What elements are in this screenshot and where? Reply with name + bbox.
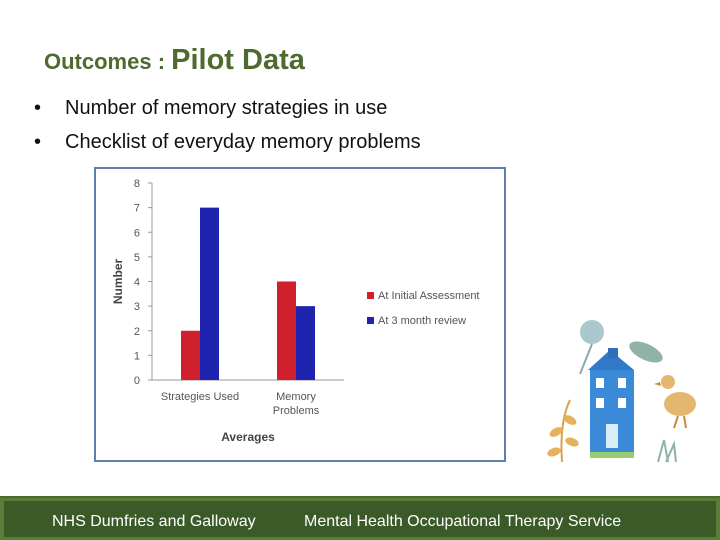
bullet-item: • Checklist of everyday memory problems: [34, 128, 421, 162]
y-tick-label: 5: [134, 252, 140, 264]
legend-label: At 3 month review: [378, 315, 466, 327]
grass-icon: [657, 439, 677, 463]
bullet-text: Number of memory strategies in use: [65, 97, 388, 119]
x-tick-label: Memory: [276, 391, 316, 403]
slide-title-main: Pilot Data: [171, 44, 305, 76]
y-tick-label: 8: [134, 178, 140, 190]
chart-frame: 0 1 2 3 4 5 6 7 8 Number Strategies Used Memory Prob…: [94, 167, 506, 462]
y-tick-label: 2: [134, 326, 140, 338]
bullet-text: Checklist of everyday memory problems: [65, 131, 421, 153]
bullet-item: • Number of memory strategies in use: [34, 94, 421, 128]
x-tick-label: Strategies Used: [161, 391, 239, 403]
bar-review-0: [200, 207, 219, 380]
bar-chart: 0 1 2 3 4 5 6 7 8 Number Strategies Used Memory Prob…: [111, 178, 480, 444]
bullet-symbol: •: [34, 97, 42, 119]
y-tick-label: 7: [134, 203, 140, 215]
plant-icon: [547, 399, 579, 463]
house-bird-illustration: [547, 320, 696, 463]
bar-review-1: [296, 306, 315, 380]
bullet-symbol: •: [34, 131, 42, 153]
bar-initial-1: [277, 281, 296, 380]
leaf-icon: [629, 341, 663, 363]
footer-service: Mental Health Occupational Therapy Servi…: [304, 513, 622, 530]
tree-icon: [580, 320, 604, 344]
footer-inner: NHS Dumfries and Galloway Mental Health …: [4, 501, 716, 537]
slide-title-prefix: Outcomes :: [44, 49, 172, 74]
bar-initial-0: [181, 330, 200, 380]
x-tick-label: Problems: [273, 405, 320, 417]
y-tick-label: 6: [134, 227, 140, 239]
y-tick-label: 3: [134, 301, 140, 313]
footer-org: NHS Dumfries and Galloway: [52, 513, 256, 530]
bullet-list: • Number of memory strategies in use • Che…: [34, 94, 421, 162]
y-tick-label: 0: [134, 375, 140, 387]
legend-swatch: [367, 292, 374, 299]
y-axis-label: Number: [111, 259, 125, 305]
footer-bar: NHS Dumfries and Galloway Mental Health …: [0, 496, 720, 540]
y-tick-label: 4: [134, 277, 140, 289]
legend-swatch: [367, 317, 374, 324]
slide-title: Outcomes : Pilot Data: [44, 44, 305, 77]
legend-label: At Initial Assessment: [378, 290, 480, 302]
x-axis-label: Averages: [221, 430, 275, 444]
y-tick-label: 1: [134, 350, 140, 362]
house-icon: [588, 348, 634, 458]
bird-icon: [654, 375, 696, 429]
